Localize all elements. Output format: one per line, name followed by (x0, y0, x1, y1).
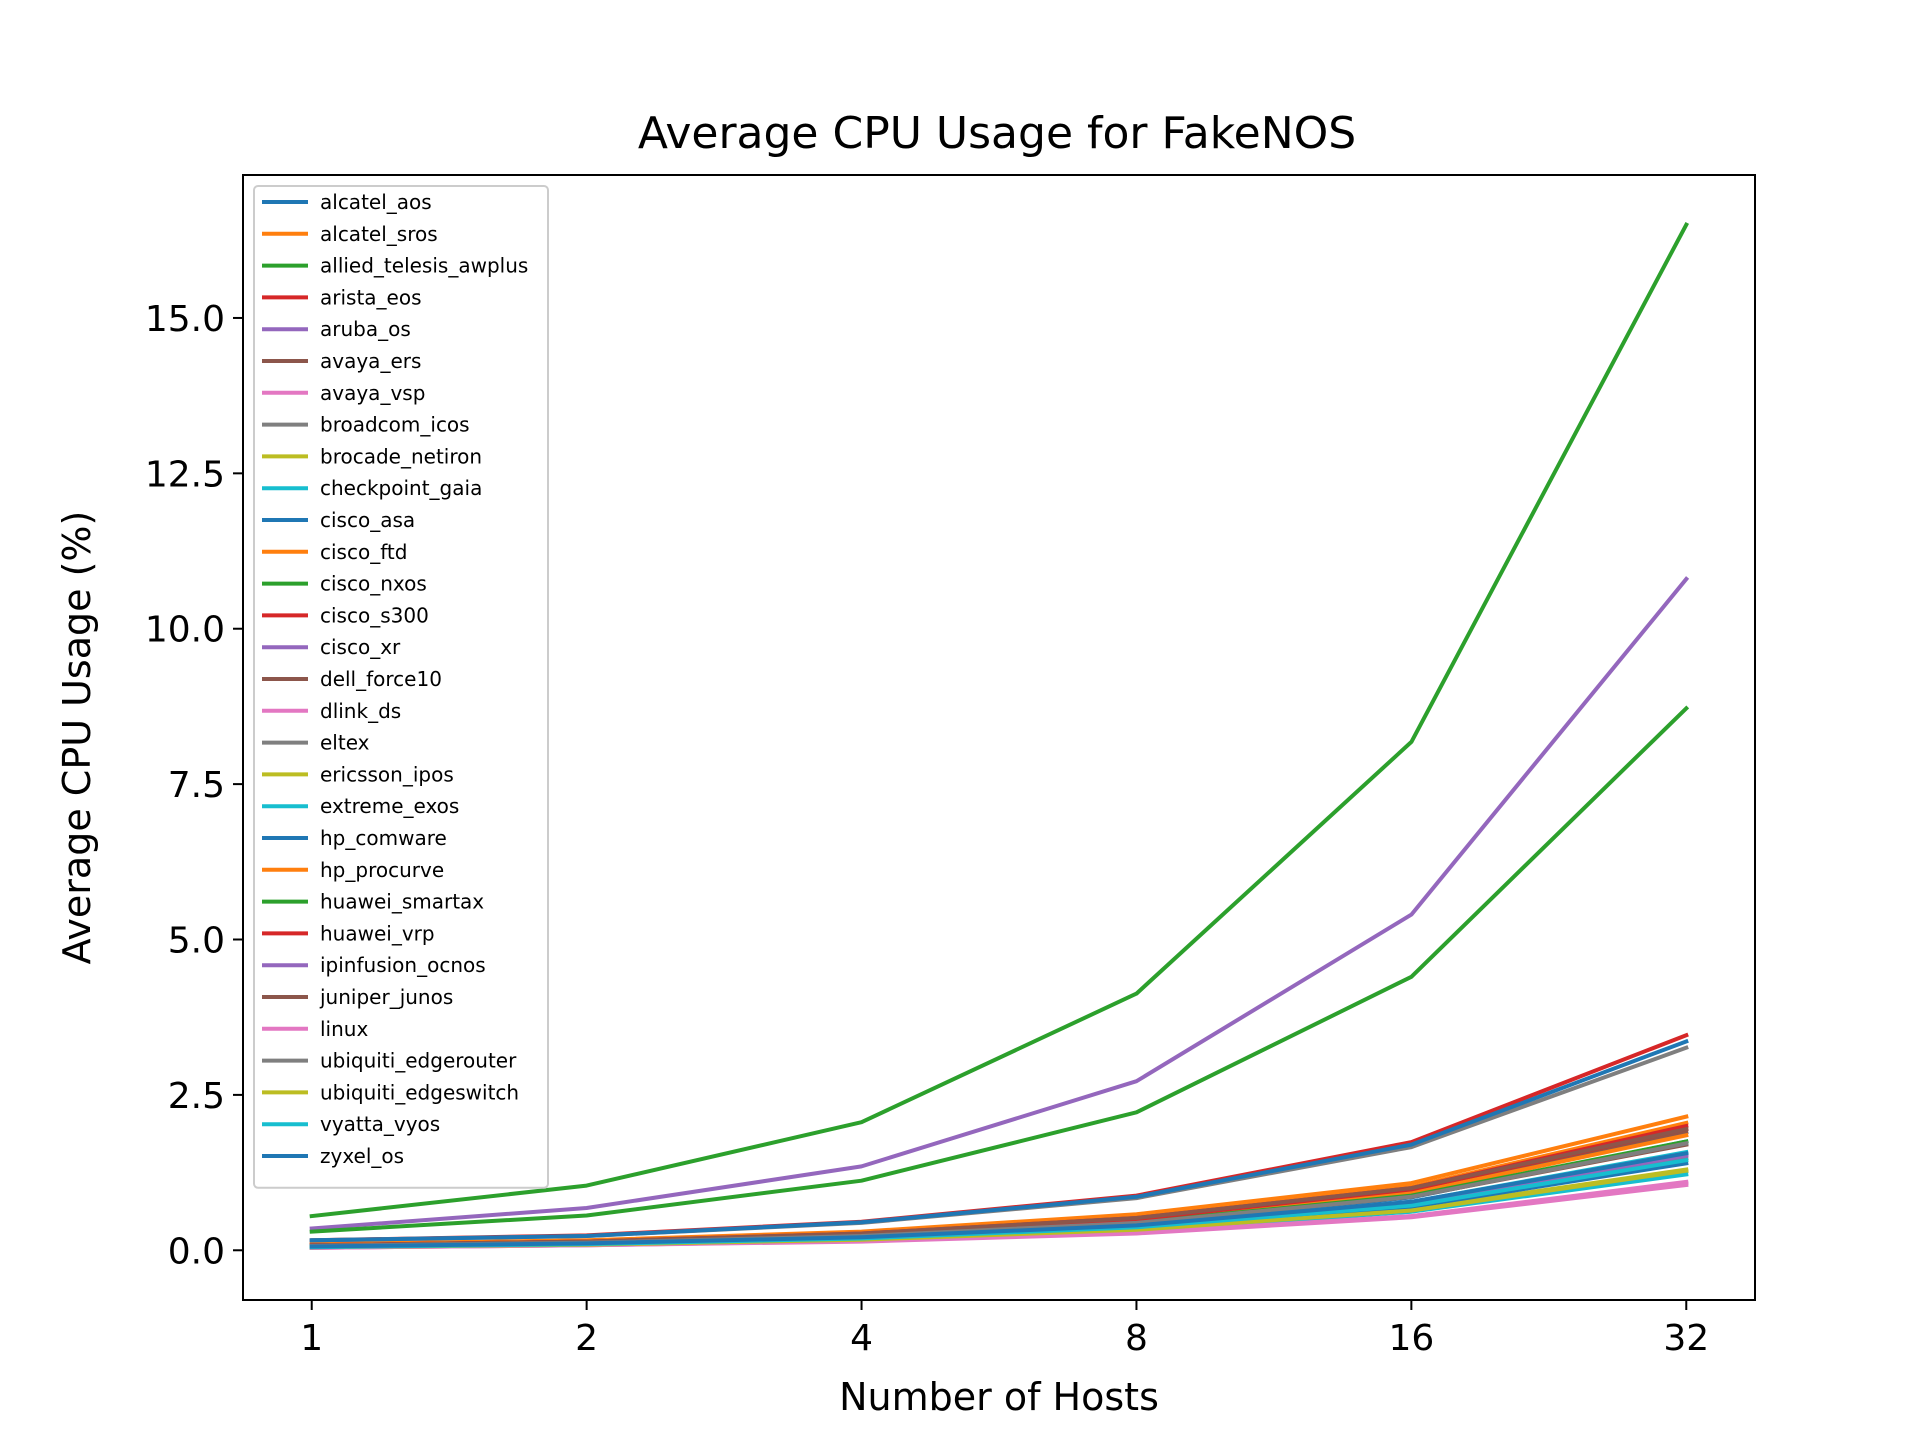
legend-label-dell_force10: dell_force10 (320, 667, 442, 691)
series-line-cisco_nxos (309, 705, 1690, 1234)
y-tick-label: 7.5 (168, 765, 225, 806)
series-line-aruba_os (309, 576, 1690, 1231)
x-tick-label: 2 (575, 1318, 598, 1359)
y-tick-label: 15.0 (145, 299, 225, 340)
legend-label-eltex: eltex (320, 731, 370, 755)
legend-label-hp_procurve: hp_procurve (320, 858, 444, 882)
legend-label-zyxel_os: zyxel_os (320, 1144, 404, 1168)
y-tick-label: 2.5 (168, 1076, 225, 1117)
legend-label-vyatta_vyos: vyatta_vyos (320, 1112, 440, 1136)
legend-label-ubiquiti_edgerouter: ubiquiti_edgerouter (320, 1049, 517, 1073)
x-tick-label: 16 (1388, 1318, 1434, 1359)
legend-label-aruba_os: aruba_os (320, 317, 411, 341)
plot-area (309, 221, 1690, 1250)
legend-label-ericsson_ipos: ericsson_ipos (320, 762, 454, 786)
legend-label-cisco_s300: cisco_s300 (320, 603, 429, 627)
legend-label-broadcom_icos: broadcom_icos (320, 413, 470, 437)
axis-ticks: 1 2 4 8 16 32 0.0 2.5 5.0 7.5 10.0 12.5 15.0 (145, 299, 1709, 1359)
legend-label-allied_telesis_awplus: allied_telesis_awplus (320, 254, 528, 278)
y-tick-label: 10.0 (145, 610, 225, 651)
chart-title: Average CPU Usage for FakeNOS (638, 108, 1356, 159)
legend-box (253, 185, 549, 1189)
x-tick-label: 32 (1663, 1318, 1709, 1359)
legend-label-avaya_ers: avaya_ers (320, 349, 421, 373)
legend-label-arista_eos: arista_eos (320, 285, 422, 309)
legend-label-alcatel_sros: alcatel_sros (320, 222, 438, 246)
x-axis-label: Number of Hosts (839, 1375, 1159, 1419)
x-tick-label: 4 (850, 1318, 873, 1359)
legend-label-brocade_netiron: brocade_netiron (320, 444, 482, 468)
legend-label-hp_comware: hp_comware (320, 826, 447, 850)
y-axis-label: Average CPU Usage (%) (55, 511, 99, 965)
legend-label-cisco_xr: cisco_xr (320, 635, 401, 659)
axes-frame (242, 174, 1756, 1301)
series-line-cisco_asa (309, 1038, 1689, 1243)
legend-label-alcatel_aos: alcatel_aos (320, 190, 432, 214)
y-tick-label: 12.5 (145, 454, 225, 495)
legend-label-huawei_smartax: huawei_smartax (320, 890, 484, 914)
series-line-allied_telesis_awplus (309, 221, 1690, 1219)
legend-label-cisco_ftd: cisco_ftd (320, 540, 407, 564)
legend-label-juniper_junos: juniper_junos (319, 985, 453, 1009)
legend-label-ipinfusion_ocnos: ipinfusion_ocnos (320, 953, 486, 977)
y-tick-label: 5.0 (168, 921, 225, 962)
legend-label-cisco_nxos: cisco_nxos (320, 572, 427, 596)
legend-label-dlink_ds: dlink_ds (320, 699, 401, 723)
legend-label-ubiquiti_edgeswitch: ubiquiti_edgeswitch (320, 1080, 519, 1104)
y-tick-label: 0.0 (168, 1231, 225, 1272)
legend-label-checkpoint_gaia: checkpoint_gaia (320, 476, 482, 500)
x-tick-label: 8 (1125, 1318, 1148, 1359)
series-line-zyxel_os (309, 1150, 1689, 1249)
x-tick-label: 1 (300, 1318, 323, 1359)
legend-label-avaya_vsp: avaya_vsp (320, 381, 425, 405)
legend-label-huawei_vrp: huawei_vrp (320, 921, 435, 945)
legend-label-extreme_exos: extreme_exos (320, 794, 459, 818)
legend: alcatel_aos alcatel_sros allied_telesis_aw… (253, 185, 549, 1189)
legend-label-cisco_asa: cisco_asa (320, 508, 415, 532)
legend-label-linux: linux (320, 1017, 368, 1041)
